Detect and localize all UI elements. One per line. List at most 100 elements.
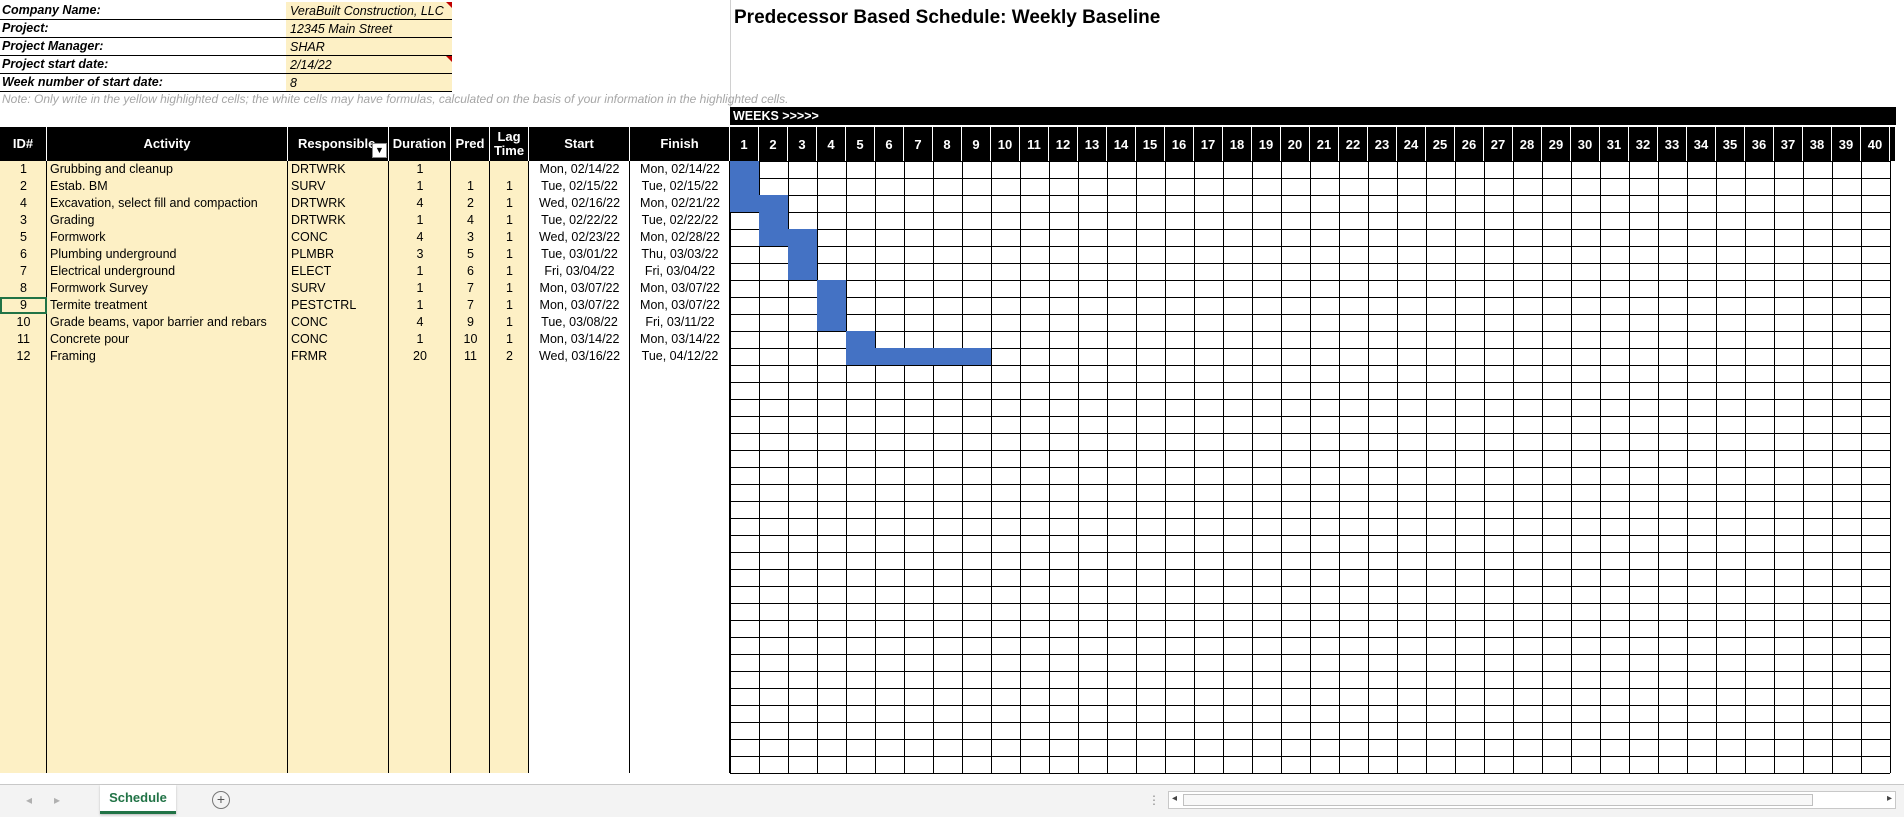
cell-pred[interactable]: 5 xyxy=(467,247,474,261)
cell-lag[interactable]: 1 xyxy=(506,196,513,210)
week-header[interactable]: 28 xyxy=(1513,127,1542,161)
cell-duration[interactable]: 1 xyxy=(416,281,424,295)
cell-duration[interactable]: 3 xyxy=(416,247,424,261)
header-id[interactable]: ID# xyxy=(0,127,47,161)
week-header[interactable]: 11 xyxy=(1020,127,1049,161)
week-header[interactable]: 3 xyxy=(788,127,817,161)
more-options-icon[interactable]: ⋮ xyxy=(1148,793,1160,807)
cell-responsible[interactable]: CONC xyxy=(291,315,328,329)
info-value[interactable]: SHAR xyxy=(286,38,452,56)
cell-id[interactable]: 9 xyxy=(20,298,27,312)
cell-duration[interactable]: 4 xyxy=(416,230,424,244)
filter-dropdown-icon[interactable]: ▼ xyxy=(372,143,387,158)
cell-responsible[interactable]: FRMR xyxy=(291,349,328,363)
week-header[interactable]: 16 xyxy=(1165,127,1194,161)
week-header[interactable]: 32 xyxy=(1629,127,1658,161)
prev-sheet-icon[interactable]: ◂ xyxy=(26,793,33,807)
week-header[interactable]: 38 xyxy=(1803,127,1832,161)
cell-start[interactable]: Tue, 03/08/22 xyxy=(541,315,618,329)
cell-duration[interactable]: 1 xyxy=(416,332,424,346)
cell-activity[interactable]: Excavation, select fill and compaction xyxy=(50,196,258,210)
cell-pred[interactable]: 6 xyxy=(467,264,474,278)
cell-id[interactable]: 10 xyxy=(16,315,31,329)
cell-responsible[interactable]: SURV xyxy=(291,179,326,193)
cell-responsible[interactable]: CONC xyxy=(291,332,328,346)
cell-start[interactable]: Mon, 03/07/22 xyxy=(539,281,620,295)
cell-duration[interactable]: 4 xyxy=(416,315,424,329)
cell-lag[interactable]: 1 xyxy=(506,315,513,329)
info-value[interactable]: 8 xyxy=(286,74,452,92)
week-header[interactable]: 9 xyxy=(962,127,991,161)
cell-pred[interactable]: 7 xyxy=(467,298,474,312)
add-sheet-icon[interactable]: + xyxy=(212,791,230,809)
cell-responsible[interactable]: ELECT xyxy=(291,264,332,278)
week-header[interactable]: 30 xyxy=(1571,127,1600,161)
cell-start[interactable]: Tue, 03/01/22 xyxy=(541,247,618,261)
cell-lag[interactable]: 1 xyxy=(506,264,513,278)
cell-lag[interactable]: 1 xyxy=(506,213,513,227)
cell-pred[interactable]: 11 xyxy=(464,349,477,363)
cell-pred[interactable] xyxy=(451,161,490,178)
cell-id[interactable]: 2 xyxy=(20,179,27,193)
cell-finish[interactable]: Tue, 02/22/22 xyxy=(641,213,719,227)
cell-start[interactable]: Wed, 02/23/22 xyxy=(538,230,621,244)
cell-activity[interactable]: Grading xyxy=(50,213,95,227)
week-header[interactable]: 37 xyxy=(1774,127,1803,161)
week-header[interactable]: 36 xyxy=(1745,127,1774,161)
cell-lag[interactable]: 2 xyxy=(506,349,513,363)
cell-id[interactable]: 5 xyxy=(20,230,27,244)
week-header[interactable]: 26 xyxy=(1455,127,1484,161)
week-header[interactable]: 39 xyxy=(1832,127,1861,161)
cell-responsible[interactable]: DRTWRK xyxy=(291,213,346,227)
sheet-tab-schedule[interactable]: Schedule xyxy=(100,785,176,814)
cell-responsible[interactable]: CONC xyxy=(291,230,328,244)
cell-lag[interactable]: 1 xyxy=(506,230,513,244)
week-header[interactable]: 17 xyxy=(1194,127,1223,161)
cell-pred[interactable]: 1 xyxy=(467,179,474,193)
cell-lag[interactable]: 1 xyxy=(506,247,513,261)
header-activity[interactable]: Activity xyxy=(47,127,288,161)
cell-start[interactable]: Tue, 02/22/22 xyxy=(541,213,618,227)
cell-id[interactable]: 8 xyxy=(20,281,27,295)
week-header[interactable]: 14 xyxy=(1107,127,1136,161)
cell-id[interactable]: 1 xyxy=(20,162,27,176)
cell-finish[interactable]: Tue, 02/15/22 xyxy=(641,179,719,193)
cell-duration[interactable]: 1 xyxy=(416,264,424,278)
scrollbar-thumb[interactable] xyxy=(1183,794,1813,806)
cell-responsible[interactable]: PLMBR xyxy=(291,247,335,261)
cell-start[interactable]: Mon, 03/14/22 xyxy=(539,332,620,346)
cell-finish[interactable]: Fri, 03/04/22 xyxy=(644,264,716,278)
week-header[interactable]: 19 xyxy=(1252,127,1281,161)
week-header[interactable]: 10 xyxy=(991,127,1020,161)
week-header[interactable]: 15 xyxy=(1136,127,1165,161)
week-header[interactable]: 12 xyxy=(1049,127,1078,161)
cell-finish[interactable]: Mon, 02/14/22 xyxy=(640,162,720,176)
cell-duration[interactable]: 1 xyxy=(416,298,424,312)
week-header[interactable]: 34 xyxy=(1687,127,1716,161)
cell-pred[interactable]: 2 xyxy=(467,196,474,210)
cell-pred[interactable]: 4 xyxy=(467,213,474,227)
header-pred[interactable]: Pred xyxy=(451,127,490,161)
cell-activity[interactable]: Formwork xyxy=(50,230,106,244)
cell-duration[interactable]: 4 xyxy=(416,196,424,210)
week-header[interactable]: 20 xyxy=(1281,127,1310,161)
cell-start[interactable]: Tue, 02/15/22 xyxy=(541,179,618,193)
selected-cell[interactable] xyxy=(0,297,47,314)
info-value[interactable]: 2/14/22 xyxy=(286,56,452,74)
cell-responsible[interactable]: SURV xyxy=(291,281,326,295)
cell-start[interactable]: Mon, 02/14/22 xyxy=(539,162,620,176)
cell-id[interactable]: 3 xyxy=(20,213,27,227)
cell-duration[interactable]: 20 xyxy=(413,349,427,363)
week-header[interactable]: 40 xyxy=(1861,127,1890,161)
cell-responsible[interactable]: PESTCTRL xyxy=(291,298,357,312)
cell-id[interactable]: 7 xyxy=(20,264,27,278)
cell-activity[interactable]: Termite treatment xyxy=(50,298,148,312)
cell-responsible[interactable]: DRTWRK xyxy=(291,196,346,210)
cell-finish[interactable]: Mon, 02/21/22 xyxy=(640,196,720,210)
cell-finish[interactable]: Mon, 03/07/22 xyxy=(640,298,720,312)
cell-finish[interactable]: Mon, 03/07/22 xyxy=(640,281,720,295)
cell-id[interactable]: 11 xyxy=(17,332,30,346)
header-lag-time[interactable]: Lag Time xyxy=(490,127,529,161)
week-header[interactable]: 21 xyxy=(1310,127,1339,161)
week-header[interactable]: 25 xyxy=(1426,127,1455,161)
